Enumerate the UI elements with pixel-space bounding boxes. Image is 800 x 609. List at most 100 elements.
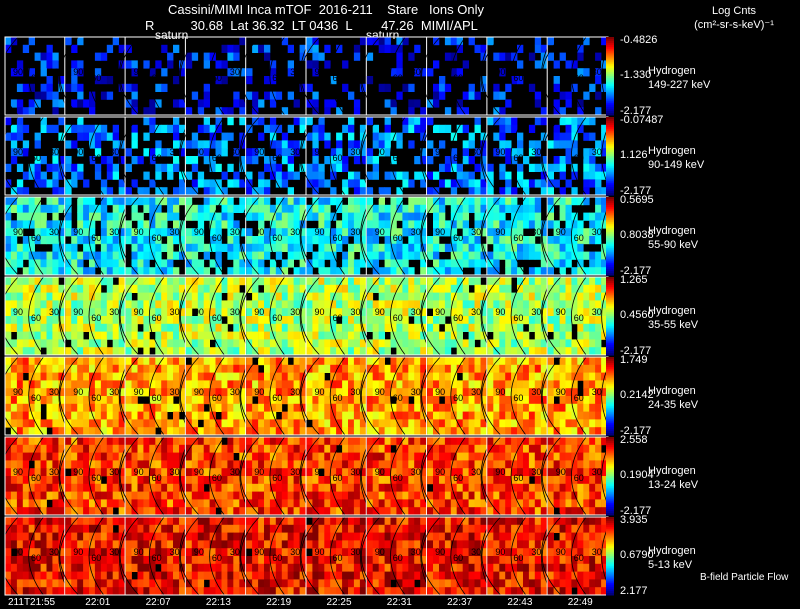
heatmap-cell [258,507,265,516]
heatmap-cell [106,388,114,397]
heatmap-cell [58,76,65,85]
contour-line [360,276,381,356]
heatmap-cell [203,507,210,516]
heatmap-cell [71,483,78,492]
heatmap-cell [414,117,421,126]
heatmap-cell [534,331,542,340]
contour-label: 30 [592,227,602,237]
heatmap-cell [155,204,162,213]
heatmap-cell [275,499,283,508]
heatmap-cell [275,243,283,252]
heatmap-cell [396,300,403,309]
heatmap-cell [52,228,59,237]
heatmap-cell [149,107,156,116]
heatmap-cell [46,197,53,206]
heatmap-cell [565,212,572,221]
heatmap-cell [65,452,72,461]
heatmap-cell [528,380,536,389]
heatmap-cell [312,44,319,53]
heatmap-cell [299,357,306,366]
heatmap-cell [505,277,512,286]
colorbar-segment [606,316,614,319]
heatmap-cell [197,267,205,276]
heatmap-cell [5,236,12,245]
heatmap-cell [324,267,331,276]
heatmap-cell [149,68,156,77]
heatmap-cell [46,277,53,286]
heatmap-cell [571,427,578,436]
contour-line [88,356,105,436]
heatmap-cell [577,411,584,420]
heatmap-cell [100,483,108,492]
heatmap-cell [112,388,119,397]
heatmap-cell [46,91,53,100]
colorbar-segment [606,317,614,321]
heatmap-cell [149,372,156,381]
heatmap-cell [353,444,361,453]
heatmap-cell [595,204,602,213]
heatmap-cell [264,292,271,301]
heatmap-cell [456,68,463,77]
heatmap-cell [161,68,168,77]
heatmap-cell [118,179,125,188]
heatmap-cell [565,259,572,268]
heatmap-cell [22,204,30,213]
heatmap-cell [384,277,391,286]
heatmap-cell [100,187,108,196]
heatmap-cell [281,491,289,500]
heatmap-cell [565,91,572,100]
heatmap-cell [468,347,475,356]
heatmap-cell [312,91,319,100]
heatmap-cell [306,396,313,405]
contour-label: 30 [109,147,119,157]
heatmap-cell [595,148,602,157]
heatmap-cell [185,491,193,500]
heatmap-cell [215,499,222,508]
heatmap-cell [342,419,349,428]
heatmap-cell [299,316,306,325]
heatmap-cell [493,339,500,348]
heatmap-cell [523,179,530,188]
heatmap-cell [227,364,234,373]
heatmap-cell [281,204,289,213]
heatmap-cell [462,259,469,268]
heatmap-cell [372,140,379,149]
heatmap-cell [131,212,138,221]
contour-line [510,36,527,116]
heatmap-cell [221,243,228,252]
heatmap-cell [137,357,144,366]
heatmap-cell [155,476,162,485]
heatmap-cell [353,204,361,213]
heatmap-cell [468,427,475,436]
heatmap-cell [427,491,434,500]
heatmap-cell [131,388,138,397]
heatmap-cell [22,437,30,446]
heatmap-cell [94,357,102,366]
colorbar-segment [606,349,614,352]
heatmap-cell [312,323,319,332]
contour-label: 90 [435,307,445,317]
heatmap-cell [396,357,403,366]
heatmap-cell [342,83,349,92]
heatmap-cell [408,364,415,373]
heatmap-cell [137,483,144,492]
heatmap-cell [239,156,246,165]
heatmap-cell [100,411,108,420]
heatmap-cell [264,300,271,309]
heatmap-cell [366,357,374,366]
contour-line [59,356,79,436]
heatmap-cell [293,483,300,492]
heatmap-cell [34,204,41,213]
heatmap-cell [299,308,306,317]
heatmap-cell [281,308,289,317]
heatmap-cell [227,452,234,461]
heatmap-cell [487,117,494,126]
colorbar-segment [606,159,614,163]
heatmap-cell [275,427,283,436]
heatmap-cell [83,444,90,453]
heatmap-cell [553,251,560,260]
heatmap-cell [547,243,554,252]
heatmap-cell [94,468,102,477]
heatmap-cell [384,44,391,53]
heatmap-cell [264,187,271,196]
